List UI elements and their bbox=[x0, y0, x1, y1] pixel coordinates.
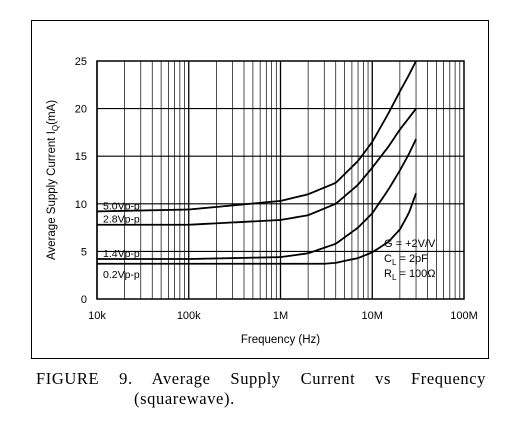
y-tick-label: 0 bbox=[81, 294, 87, 306]
x-axis-label: Frequency (Hz) bbox=[241, 334, 320, 346]
x-tick-label: 1M bbox=[273, 310, 288, 322]
series-label: 0.2Vp-p bbox=[103, 269, 140, 281]
series-label: 1.4Vp-p bbox=[103, 248, 140, 260]
y-tick-label: 5 bbox=[81, 246, 87, 258]
series-line bbox=[97, 108, 417, 226]
annotation-main: G = +2V/V bbox=[384, 238, 436, 250]
series-line bbox=[97, 193, 417, 265]
annotation-subscript: L bbox=[392, 258, 397, 267]
figure-caption: FIGURE 9. Average Supply Current vs Freq… bbox=[36, 369, 486, 409]
y-axis-label-unit: (mA) bbox=[46, 100, 58, 125]
caption-line-1: FIGURE 9. Average Supply Current vs Freq… bbox=[36, 369, 486, 388]
annotation-line: RL = 100Ω bbox=[384, 268, 436, 282]
annotation-value: = 2pF bbox=[396, 253, 428, 265]
y-tick-label: 15 bbox=[75, 151, 87, 163]
annotation-subscript: L bbox=[392, 273, 397, 282]
x-tick-label: 10k bbox=[88, 310, 106, 322]
supply-current-chart: 10k 100k 1M 10M 100M 0 5 10 15 20 25 5.0Vp-p 2.8Vp-… bbox=[46, 56, 478, 346]
y-axis-label-main: Average Supply Current I bbox=[46, 131, 58, 260]
annotation-line: CL = 2pF bbox=[384, 253, 428, 267]
chart-series bbox=[96, 60, 417, 265]
figure-frame: 10k 100k 1M 10M 100M 0 5 10 15 20 25 5.0Vp-p 2.8Vp-… bbox=[31, 20, 489, 359]
y-tick-label: 25 bbox=[75, 56, 87, 68]
annotation-main: C bbox=[384, 253, 392, 265]
annotation-value: = 100Ω bbox=[396, 268, 435, 280]
series-line bbox=[97, 138, 417, 260]
series-label: 2.8Vp-p bbox=[103, 214, 140, 226]
plot-area-border bbox=[96, 60, 465, 300]
x-tick-label: 100k bbox=[177, 310, 201, 322]
series-line bbox=[96, 60, 417, 213]
annotation-main: R bbox=[384, 268, 392, 280]
series-labels: 5.0Vp-p 2.8Vp-p 1.4Vp-p 0.2Vp-p bbox=[103, 200, 140, 280]
x-tick-label: 100M bbox=[450, 310, 478, 322]
y-axis-label-subscript: Q bbox=[51, 125, 60, 131]
annotation-line: G = +2V/V bbox=[384, 238, 436, 250]
caption-line-2: (squarewave). bbox=[134, 389, 235, 408]
chart-grid bbox=[96, 60, 464, 300]
y-tick-label: 20 bbox=[75, 104, 87, 116]
x-tick-label: 10M bbox=[362, 310, 383, 322]
y-axis-label: Average Supply Current IQ(mA) bbox=[46, 100, 60, 260]
y-tick-label: 10 bbox=[75, 199, 87, 211]
series-label: 5.0Vp-p bbox=[103, 200, 140, 212]
tick-labels: 10k 100k 1M 10M 100M 0 5 10 15 20 25 bbox=[75, 56, 478, 322]
